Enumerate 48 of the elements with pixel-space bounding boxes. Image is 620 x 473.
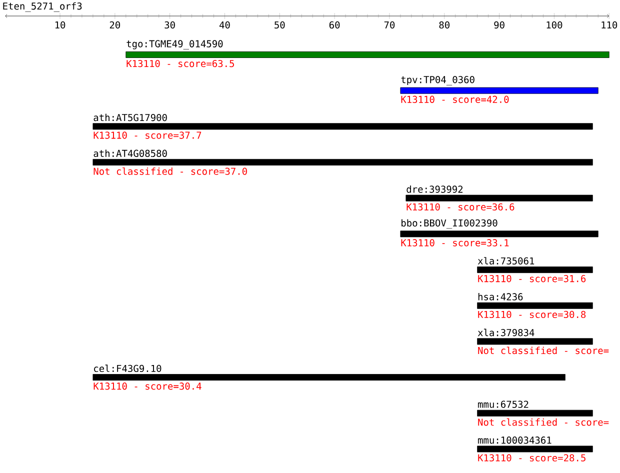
annotation: K13110 - score=63.5 [126, 60, 234, 68]
x-tick-label: 90 [494, 21, 504, 29]
x-tick-label: 40 [219, 21, 230, 29]
x-tick-label: 10 [55, 21, 66, 29]
bar [126, 51, 610, 58]
x-tick-label: 70 [384, 21, 395, 29]
x-tick-label: 60 [329, 21, 340, 29]
y-tick-label: mmu:100034361 [478, 436, 552, 444]
y-tick-label: tgo:TGME49_014590 [126, 40, 223, 50]
x-tick-label: 80 [439, 21, 450, 29]
x-tick-label: 110 [602, 21, 618, 29]
x-tick-label: 30 [164, 21, 175, 29]
bar [477, 266, 593, 274]
y-tick-label: ath:AT5G17900 [94, 114, 167, 122]
annotation: K13110 - score=31.6 [478, 275, 586, 282]
annotation: K13110 - score=42.0 [401, 96, 509, 103]
y-tick-label: bbo:BBOV_II002390 [402, 219, 498, 229]
annotation: Not classified - score=37.0 [94, 167, 247, 175]
y-tick-label: dre:393992 [406, 185, 463, 193]
bar [400, 230, 598, 238]
annotation: Not classified - score= [478, 346, 609, 354]
y-tick-label: xla:379834 [478, 328, 534, 336]
chart-title: Eten_5271_orf3 [3, 2, 82, 12]
bar [406, 194, 593, 202]
bar [477, 338, 593, 345]
bar [400, 87, 598, 94]
bar [92, 123, 593, 130]
annotation: K13110 - score=33.1 [401, 239, 509, 246]
x-tick-label: 20 [110, 21, 120, 29]
annotation: K13110 - score=30.8 [478, 310, 586, 318]
annotation: K13110 - score=37.7 [94, 132, 202, 139]
y-tick-label: mmu:67532 [478, 400, 528, 408]
y-tick-label: ath:AT4G08580 [94, 150, 167, 157]
x-tick-label: 50 [274, 21, 285, 29]
y-tick-label: hsa:4236 [478, 293, 523, 300]
y-tick-label: cel:F43G9.10 [94, 364, 162, 372]
annotation: K13110 - score=36.6 [406, 203, 514, 211]
annotation: K13110 - score=28.5 [478, 454, 586, 462]
bar [477, 302, 593, 309]
bar [92, 158, 593, 166]
y-tick-label: tpv:TP04_0360 [401, 76, 474, 86]
bar [92, 374, 566, 381]
y-tick-label: xla:735061 [478, 257, 534, 265]
bar [477, 446, 593, 452]
x-tick-label: 100 [546, 21, 562, 29]
annotation: K13110 - score=30.4 [94, 382, 202, 390]
annotation: Not classified - score= [478, 418, 609, 426]
bar [477, 410, 593, 416]
